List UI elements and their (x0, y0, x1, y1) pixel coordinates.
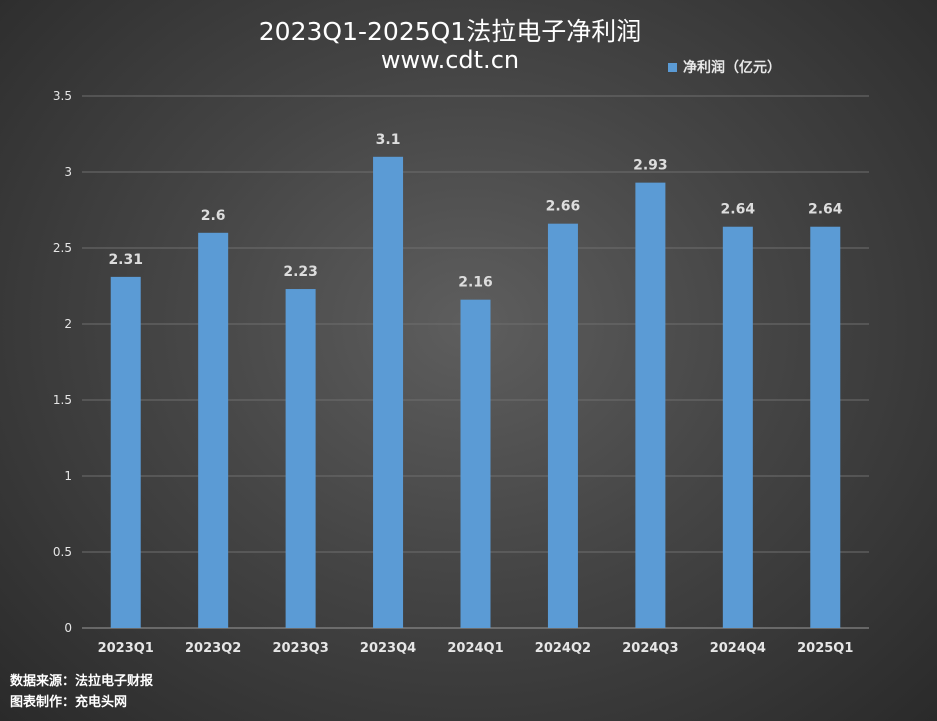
y-tick-label: 3 (64, 165, 72, 179)
data-label: 2.16 (458, 275, 493, 291)
y-tick-label: 1 (64, 469, 72, 483)
chart-legend: 净利润（亿元） (668, 57, 781, 77)
chart-subtitle: www.cdt.cn (380, 46, 520, 74)
bar (285, 289, 316, 628)
x-tick-label: 2025Q1 (797, 641, 853, 656)
data-label: 2.66 (546, 199, 581, 215)
y-tick-label: 1.5 (53, 393, 72, 407)
legend-swatch (668, 62, 677, 72)
y-tick-label: 3.5 (53, 89, 72, 103)
bar (460, 299, 491, 628)
x-tick-label: 2023Q4 (360, 641, 416, 656)
bar (635, 182, 666, 628)
data-source-note: 数据来源：法拉电子财报 (10, 674, 154, 689)
data-label: 3.1 (376, 132, 401, 148)
data-label: 2.6 (201, 208, 226, 224)
data-label: 2.64 (721, 202, 756, 218)
y-tick-label: 2 (64, 317, 72, 331)
data-label: 2.31 (108, 252, 143, 268)
bar (373, 156, 404, 629)
x-tick-label: 2024Q2 (535, 641, 591, 656)
x-tick-label: 2023Q1 (98, 641, 154, 656)
bar (810, 226, 841, 628)
x-tick-label: 2024Q4 (710, 641, 766, 656)
bar (722, 226, 753, 628)
y-tick-label: 2.5 (53, 241, 72, 255)
x-tick-label: 2024Q1 (447, 641, 503, 656)
x-tick-label: 2024Q3 (622, 641, 678, 656)
legend-label: 净利润（亿元） (683, 60, 781, 76)
data-label: 2.64 (808, 202, 843, 218)
y-tick-label: 0 (64, 621, 72, 635)
data-label: 2.93 (633, 158, 668, 174)
x-tick-label: 2023Q2 (185, 641, 241, 656)
x-tick-label: 2023Q3 (272, 641, 328, 656)
chart-maker-note: 图表制作：充电头网 (10, 695, 128, 710)
chart-title: 2023Q1-2025Q1法拉电子净利润 (258, 17, 642, 46)
bar (547, 223, 578, 628)
bar (198, 232, 229, 629)
y-tick-label: 0.5 (53, 545, 72, 559)
bar (110, 276, 141, 628)
data-label: 2.23 (283, 264, 318, 280)
